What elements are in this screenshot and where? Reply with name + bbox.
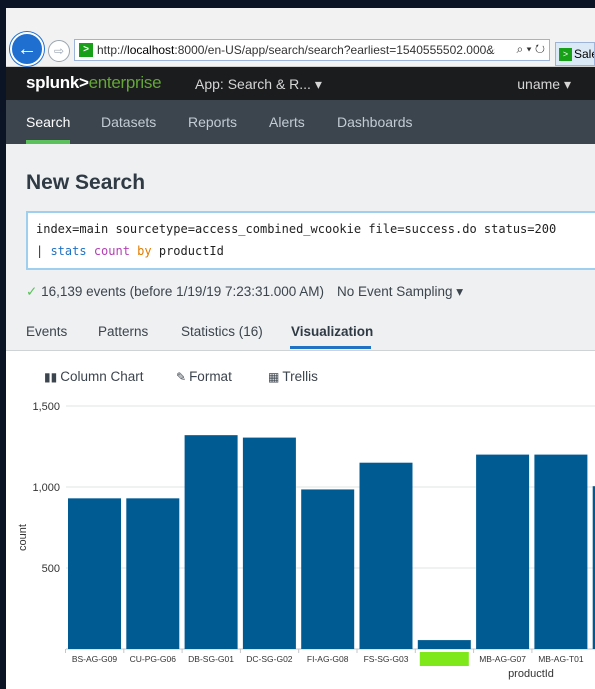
column-chart: 500 1,000 1,500 count BS-AG-G09 CU-PG-G06 DB-S… [17,401,595,680]
search-page: New Search index=main sourcetype=access_… [6,144,595,689]
address-tools[interactable]: ⌕ ▾ ↻ [516,42,545,56]
splunk-header: splunk>enterprise App: Search & R... ▾ u… [6,67,595,100]
back-button[interactable]: ← [10,32,44,66]
page-title: New Search [26,171,146,194]
event-count-status: ✓ 16,139 events (before 1/19/19 7:23:31.… [26,284,325,299]
bar [242,437,296,649]
nav-dashboards[interactable]: Dashboards [337,114,413,130]
app-menu[interactable]: App: Search & R... ▾ [195,76,322,92]
bar [184,435,238,649]
bar-partial [592,486,595,649]
x-tick-label: FS-SG-G03 [364,654,409,664]
x-axis-label: productId [508,668,554,680]
bar [126,498,180,649]
bar [534,454,588,649]
y-tick-label: 1,500 [32,401,60,413]
nav-reports[interactable]: Reports [188,114,238,130]
nav-search[interactable]: Search [26,114,71,130]
tab-visualization[interactable]: Visualization [291,324,374,339]
event-sampling-dropdown[interactable]: No Event Sampling ▾ [337,284,464,299]
x-tick-label: DB-SG-G01 [188,654,234,664]
bar [359,462,413,649]
tab-events[interactable]: Events [26,324,68,339]
bar-chart-icon: ▮▮ [44,370,58,384]
x-tick-label: BS-AG-G09 [72,654,118,664]
nav-alerts[interactable]: Alerts [269,114,305,130]
tab-site-icon: > [559,48,572,62]
browser-tab[interactable]: >Sale [555,42,595,66]
screen: ← ⇨ > http://localhost:8000/en-US/app/se… [6,8,595,689]
tab-statistics[interactable]: Statistics (16) [181,324,263,339]
x-tick-label: MB-AG-T01 [538,654,584,664]
nav-active-indicator [26,140,70,144]
column-chart-button[interactable]: ▮▮ Column Chart [44,369,144,384]
bar [68,498,121,649]
browser-toolbar: ← ⇨ > http://localhost:8000/en-US/app/se… [6,8,595,67]
x-tick-label: FI-AG-G08 [307,654,349,664]
trellis-button[interactable]: ▦ Trellis [268,369,318,384]
query-line-1: index=main sourcetype=access_combined_wc… [36,222,557,236]
grid-icon: ▦ [268,370,280,384]
query-line-2: | stats count by productId [36,244,224,258]
tab-active-indicator [290,346,371,349]
bar [476,454,530,649]
format-button[interactable]: ✎ Format [176,369,232,384]
site-icon: > [79,43,93,57]
address-bar[interactable]: > http://localhost:8000/en-US/app/search… [74,39,550,61]
tab-patterns[interactable]: Patterns [98,324,149,339]
nav-datasets[interactable]: Datasets [101,114,157,130]
result-tabs: Events Patterns Statistics (16) Visualiz… [6,314,595,351]
bar [417,640,471,649]
x-tick-label: DC-SG-G02 [246,654,293,664]
app-nav: Search Datasets Reports Alerts Dashboard… [6,100,595,144]
pencil-icon: ✎ [176,370,187,384]
y-tick-label: 1,000 [32,482,60,494]
x-tick-label: MB-AG-G07 [479,654,526,664]
url-text[interactable]: http://localhost:8000/en-US/app/search/s… [97,43,495,57]
splunk-logo[interactable]: splunk>enterprise [26,73,162,92]
y-tick-label: 500 [42,563,60,575]
visualization-panel: ▮▮ Column Chart ✎ Format ▦ Trellis 500 1,000… [6,351,595,689]
check-icon: ✓ [26,284,38,299]
highlight-marker [419,652,469,666]
y-axis-label: count [17,524,29,551]
bar [301,489,355,649]
x-tick-label: CU-PG-G06 [130,654,177,664]
forward-button[interactable]: ⇨ [48,40,70,62]
user-menu[interactable]: uname ▾ [517,76,571,92]
search-query-input[interactable]: index=main sourcetype=access_combined_wc… [26,211,595,270]
